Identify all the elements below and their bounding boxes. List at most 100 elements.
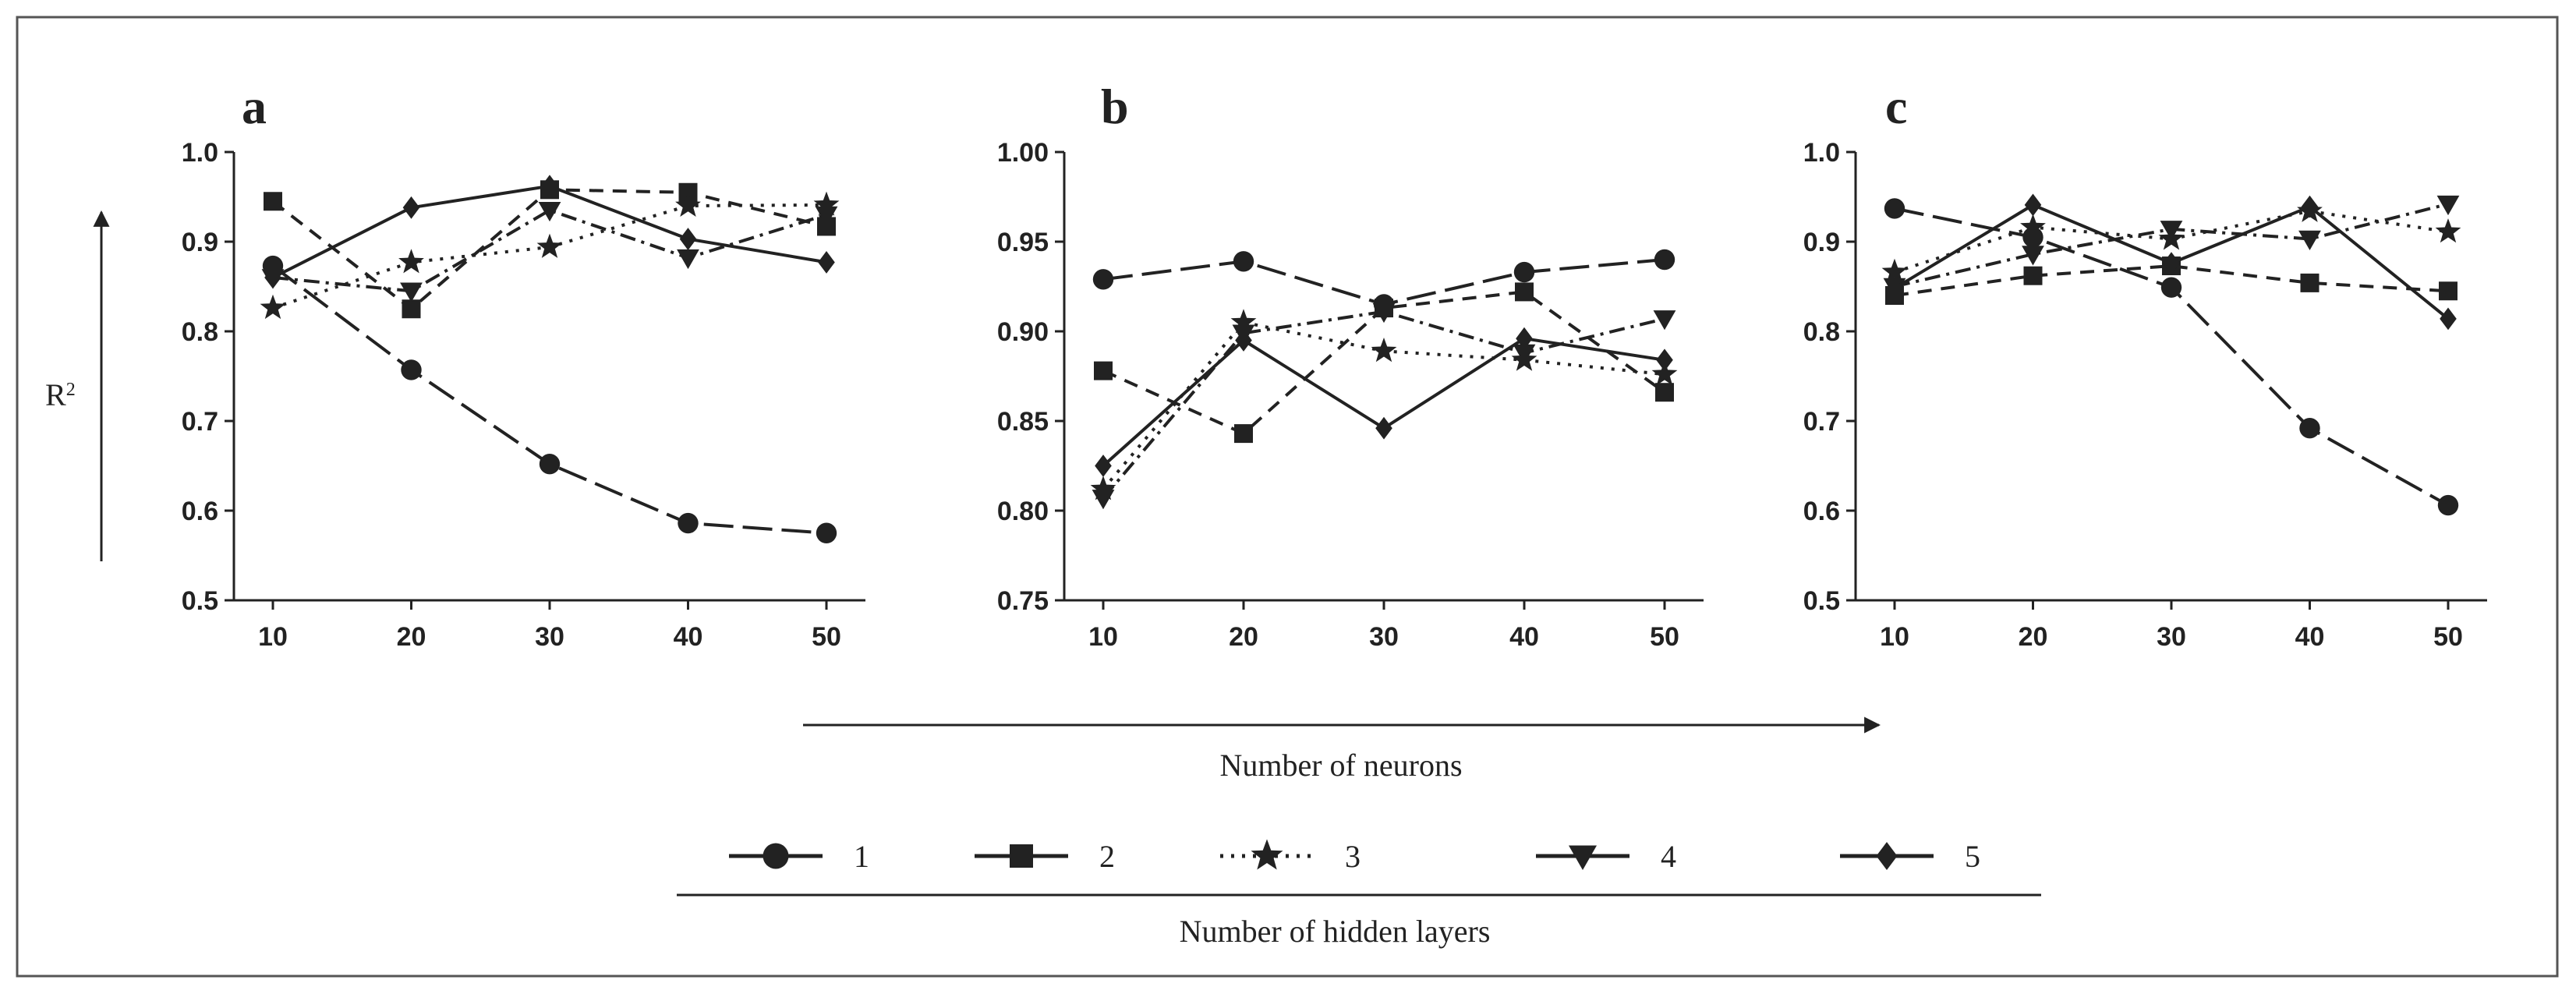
data-point — [1886, 277, 1903, 300]
y-tick-label: 0.7 — [1803, 407, 1840, 437]
figure-frame — [16, 16, 2559, 978]
data-point — [815, 206, 838, 226]
x-tick-label: 50 — [2433, 622, 2463, 652]
x-tick-label: 20 — [1229, 622, 1258, 652]
y-tick-label: 0.9 — [1803, 228, 1840, 257]
data-point — [2436, 195, 2460, 216]
data-point — [1884, 198, 1905, 219]
data-point — [2160, 277, 2182, 298]
series-1 — [1884, 198, 2459, 516]
legend-label: 3 — [1345, 839, 1361, 874]
x-tick-label: 10 — [258, 622, 288, 652]
panel-letter: c — [1885, 79, 1907, 134]
data-point — [1655, 383, 1674, 402]
y-tick-label: 0.7 — [182, 407, 218, 437]
data-point — [679, 228, 697, 250]
y-tick-label: 0.6 — [1803, 497, 1840, 526]
legend-title: Number of hidden layers — [1180, 914, 1491, 949]
data-point — [1513, 344, 1536, 364]
series-line — [1102, 337, 1665, 467]
data-point — [1654, 249, 1675, 271]
y-tick-label: 0.85 — [997, 407, 1049, 437]
x-tick-label: 40 — [674, 622, 703, 652]
x-tick-label: 10 — [1880, 622, 1909, 652]
data-point — [2301, 195, 2319, 218]
y-axis-caption: R2 — [45, 210, 110, 561]
series-5 — [1095, 327, 1673, 477]
data-point — [1375, 416, 1392, 440]
legend-marker — [1010, 844, 1033, 868]
data-point — [2439, 281, 2457, 301]
y-tick-label: 0.80 — [997, 497, 1049, 526]
x-tick-label: 50 — [1650, 622, 1679, 652]
data-point — [260, 294, 286, 320]
legend-item-4: 4 — [1536, 839, 1676, 874]
data-point — [1234, 424, 1253, 444]
data-point — [2160, 221, 2183, 241]
y-tick-label: 0.5 — [1803, 586, 1840, 616]
y-tick-label: 0.75 — [997, 586, 1049, 616]
data-point — [2022, 246, 2044, 266]
x-tick-label: 30 — [2157, 622, 2186, 652]
legend-marker — [1251, 839, 1283, 870]
data-point — [1515, 282, 1534, 302]
data-point — [1371, 338, 1397, 363]
data-point — [816, 522, 837, 543]
legend: 1 2 3 4 5 — [729, 839, 1980, 874]
data-point — [1656, 348, 1673, 372]
y-tick-label: 0.6 — [182, 497, 218, 526]
data-point — [539, 454, 561, 475]
y-tick-label: 0.90 — [997, 317, 1049, 347]
data-point — [2440, 307, 2457, 331]
y-tick-label: 1.0 — [1803, 138, 1840, 168]
data-point — [401, 359, 422, 380]
data-point — [678, 512, 699, 534]
x-tick-label: 30 — [1369, 622, 1399, 652]
y-tick-label: 1.00 — [997, 138, 1049, 168]
data-point — [1230, 309, 1257, 334]
panel-letter: a — [242, 79, 267, 134]
series-4 — [1092, 302, 1676, 510]
panel-a: 0.5 0.6 0.7 0.8 0.9 1.0 10 20 30 40 50 a — [182, 79, 865, 652]
legend-marker — [1876, 842, 1898, 870]
x-caption-text: Number of neurons — [1219, 748, 1462, 783]
data-point — [536, 233, 563, 258]
series-5 — [264, 175, 835, 289]
legend-marker — [763, 843, 789, 869]
data-point — [2020, 214, 2046, 239]
data-point — [818, 251, 835, 274]
data-point — [1092, 490, 1115, 510]
legend-label: 4 — [1661, 839, 1676, 874]
x-axis-caption: Number of neurons — [803, 716, 1881, 783]
data-point — [2435, 218, 2461, 243]
legend-marker — [1569, 845, 1597, 870]
panel-c: 0.5 0.6 0.7 0.8 0.9 1.0 10 20 30 40 50 c — [1803, 79, 2487, 652]
data-point — [2299, 418, 2320, 439]
data-point — [2300, 273, 2319, 292]
panel-letter: b — [1101, 79, 1129, 134]
data-point — [1653, 310, 1676, 331]
data-point — [2163, 252, 2180, 274]
legend-item-3: 3 — [1220, 839, 1361, 874]
y-tick-label: 0.8 — [1803, 317, 1840, 347]
data-point — [402, 196, 420, 219]
data-point — [264, 192, 282, 211]
data-point — [400, 282, 423, 302]
series-2 — [1094, 282, 1674, 444]
series-3 — [260, 191, 840, 320]
series-5 — [1886, 193, 2457, 331]
series-line — [271, 264, 827, 535]
legend-item-2: 2 — [975, 839, 1115, 874]
x-tick-label: 20 — [397, 622, 426, 652]
legend-label: 2 — [1099, 839, 1115, 874]
y-caption-text: R2 — [45, 377, 76, 412]
data-point — [1095, 455, 1112, 477]
x-tick-label: 20 — [2019, 622, 2048, 652]
x-tick-label: 40 — [2295, 622, 2325, 652]
data-point — [675, 192, 701, 217]
y-tick-label: 0.95 — [997, 228, 1049, 257]
series-1 — [262, 255, 837, 543]
panel-b: 0.75 0.80 0.85 0.90 0.95 1.00 10 20 30 40 50 b — [997, 79, 1704, 652]
data-point — [1235, 329, 1252, 352]
legend-label: 1 — [854, 839, 869, 874]
